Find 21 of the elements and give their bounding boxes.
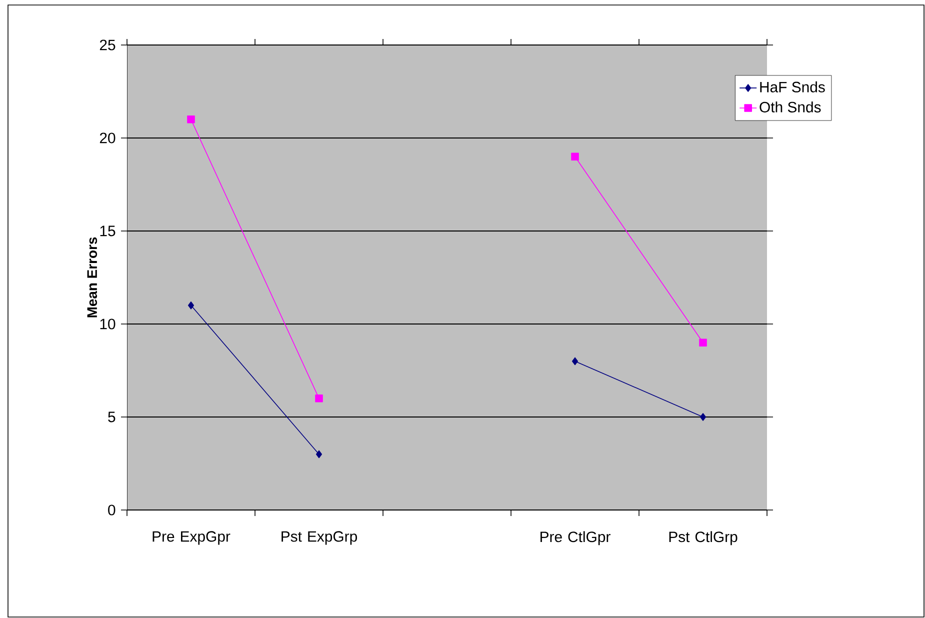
y-tick-label: 20 — [100, 132, 116, 144]
y-tick-label: 25 — [100, 40, 116, 50]
legend-label: Oth Snds — [760, 101, 821, 112]
x-tick-label: Pst CtlGrp — [669, 531, 738, 546]
point — [187, 115, 195, 124]
x-tick-label: Pst ExpGrp — [282, 531, 357, 545]
x-tick-label: Pre ExpGpr — [152, 531, 230, 545]
point — [188, 302, 194, 310]
point — [700, 413, 706, 421]
y-tick-label: 0 — [108, 504, 116, 516]
point — [315, 394, 323, 402]
y-tick-label: 5 — [108, 412, 116, 422]
point — [571, 152, 579, 160]
point — [316, 450, 322, 458]
y-tick-label: 15 — [100, 226, 116, 236]
legend-label: HaF Snds — [760, 81, 825, 92]
point — [572, 357, 578, 366]
y-tick-label: 10 — [100, 318, 116, 330]
point — [699, 338, 707, 346]
y-axis-title: Mean Errors — [87, 237, 98, 318]
x-tick-label: Pre CtlGpr — [540, 531, 610, 546]
